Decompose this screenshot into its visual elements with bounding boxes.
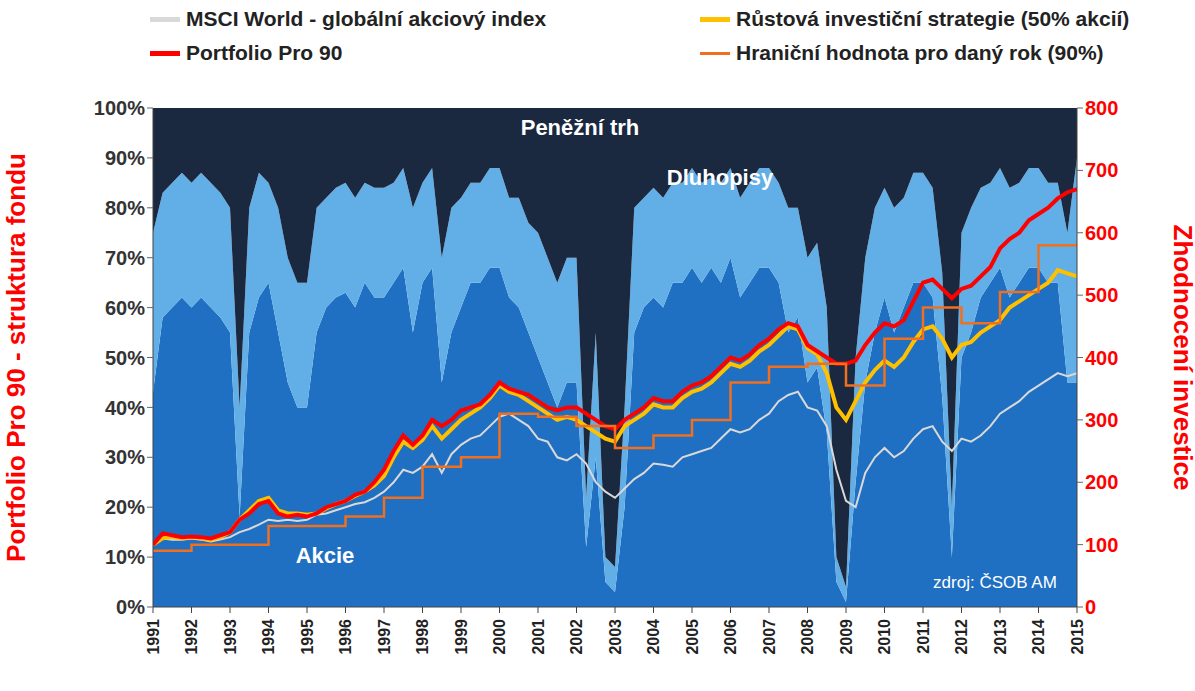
- svg-text:2009: 2009: [838, 619, 855, 655]
- svg-text:2003: 2003: [607, 619, 624, 655]
- svg-text:1994: 1994: [260, 619, 277, 655]
- svg-text:2000: 2000: [491, 619, 508, 655]
- svg-text:Zhodnocení investice: Zhodnocení investice: [1168, 225, 1187, 491]
- html-text:Růstová investiční strategie (: Růstová investiční strategie (50% akcií): [736, 7, 1130, 30]
- svg-text:40%: 40%: [105, 397, 145, 419]
- svg-text:1992: 1992: [183, 619, 200, 655]
- svg-text:100%: 100%: [94, 97, 145, 119]
- svg-text:2015: 2015: [1069, 619, 1086, 655]
- svg-text:600: 600: [1085, 222, 1118, 244]
- html-text:zdroj: ČSOB AM: zdroj: ČSOB AM: [933, 573, 1057, 592]
- svg-text:20%: 20%: [105, 496, 145, 518]
- svg-text:1999: 1999: [453, 619, 470, 655]
- html-text:Peněžní trh: Peněžní trh: [520, 115, 640, 140]
- svg-text:60%: 60%: [105, 297, 145, 319]
- svg-text:400: 400: [1085, 347, 1118, 369]
- svg-text:2005: 2005: [684, 619, 701, 655]
- svg-text:100: 100: [1085, 534, 1118, 556]
- svg-text:2011: 2011: [915, 619, 932, 654]
- svg-text:2012: 2012: [953, 619, 970, 655]
- svg-text:70%: 70%: [105, 247, 145, 269]
- svg-text:2002: 2002: [568, 619, 585, 655]
- html-text:Dluhopisy: Dluhopisy: [666, 165, 774, 190]
- svg-text:0: 0: [1085, 596, 1096, 618]
- svg-text:300: 300: [1085, 409, 1118, 431]
- svg-text:800: 800: [1085, 97, 1118, 119]
- svg-text:2013: 2013: [992, 619, 1009, 655]
- svg-text:2008: 2008: [799, 619, 816, 655]
- svg-text:1996: 1996: [337, 619, 354, 655]
- svg-text:1998: 1998: [414, 619, 431, 655]
- html-text:Hraniční hodnota pro daný rok: Hraniční hodnota pro daný rok (90%): [736, 41, 1104, 64]
- svg-text:10%: 10%: [105, 546, 145, 568]
- svg-text:200: 200: [1085, 471, 1118, 493]
- svg-text:1993: 1993: [222, 619, 239, 655]
- svg-text:0%: 0%: [116, 596, 145, 618]
- html-text:Akcie: Akcie: [295, 543, 355, 568]
- html-text:Portfolio Pro 90: Portfolio Pro 90: [186, 41, 343, 64]
- svg-text:1991: 1991: [145, 619, 162, 655]
- svg-text:2014: 2014: [1030, 619, 1047, 655]
- svg-text:90%: 90%: [105, 147, 145, 169]
- svg-text:2001: 2001: [530, 619, 547, 655]
- svg-text:1997: 1997: [376, 619, 393, 655]
- svg-text:1995: 1995: [299, 619, 316, 655]
- svg-text:80%: 80%: [105, 197, 145, 219]
- svg-text:2006: 2006: [722, 619, 739, 655]
- svg-text:700: 700: [1085, 159, 1118, 181]
- svg-text:50%: 50%: [105, 347, 145, 369]
- html-text:MSCI World - globální akciový: MSCI World - globální akciový index: [186, 7, 547, 30]
- svg-text:2007: 2007: [761, 619, 778, 655]
- svg-text:2010: 2010: [876, 619, 893, 655]
- svg-text:30%: 30%: [105, 446, 145, 468]
- svg-text:Portfolio Pro 90 - struktura f: Portfolio Pro 90 - struktura fondu: [8, 153, 31, 562]
- svg-text:2004: 2004: [645, 619, 662, 655]
- svg-text:500: 500: [1085, 284, 1118, 306]
